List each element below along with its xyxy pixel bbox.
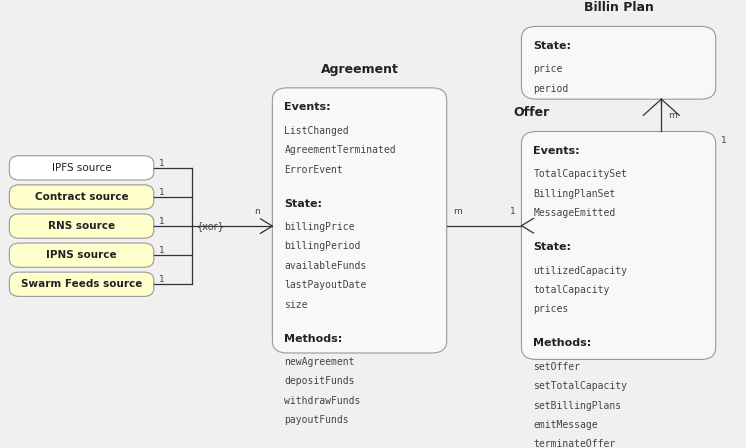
Text: 1: 1 — [721, 136, 727, 145]
Text: payoutFunds: payoutFunds — [284, 415, 349, 425]
FancyBboxPatch shape — [272, 88, 447, 353]
Text: price: price — [533, 65, 562, 74]
Text: utilizedCapacity: utilizedCapacity — [533, 266, 627, 276]
Text: setBillingPlans: setBillingPlans — [533, 401, 621, 411]
Text: setOffer: setOffer — [533, 362, 580, 372]
FancyBboxPatch shape — [10, 272, 154, 297]
Text: size: size — [284, 300, 308, 310]
FancyBboxPatch shape — [521, 26, 715, 99]
Text: State:: State: — [533, 242, 571, 252]
Text: 1: 1 — [510, 207, 515, 216]
Text: Agreement: Agreement — [321, 63, 398, 76]
FancyBboxPatch shape — [521, 132, 715, 359]
FancyBboxPatch shape — [10, 243, 154, 267]
Text: n: n — [254, 207, 260, 216]
Text: Billin Plan: Billin Plan — [583, 1, 653, 14]
Text: newAgreement: newAgreement — [284, 357, 355, 367]
Text: IPFS source: IPFS source — [51, 163, 111, 173]
Text: m: m — [453, 207, 462, 216]
Text: {xor}: {xor} — [197, 221, 225, 231]
Text: Methods:: Methods: — [284, 334, 342, 344]
Text: Swarm Feeds source: Swarm Feeds source — [21, 279, 142, 289]
Text: AgreementTerminated: AgreementTerminated — [284, 145, 396, 155]
Text: 1: 1 — [159, 246, 165, 255]
Text: BillingPlanSet: BillingPlanSet — [533, 189, 615, 199]
FancyBboxPatch shape — [10, 185, 154, 209]
Text: TotalCapacitySet: TotalCapacitySet — [533, 169, 627, 180]
Text: State:: State: — [533, 41, 571, 51]
Text: ErrorEvent: ErrorEvent — [284, 164, 343, 175]
Text: Events:: Events: — [533, 146, 580, 156]
Text: Offer: Offer — [513, 106, 550, 119]
Text: 1: 1 — [159, 276, 165, 284]
Text: Methods:: Methods: — [533, 338, 592, 349]
Text: 1: 1 — [159, 188, 165, 197]
Text: Contract source: Contract source — [35, 192, 128, 202]
Text: 1: 1 — [159, 217, 165, 226]
Text: emitMessage: emitMessage — [533, 420, 598, 430]
Text: State:: State: — [284, 198, 322, 209]
Text: MessageEmitted: MessageEmitted — [533, 208, 615, 218]
Text: RNS source: RNS source — [48, 221, 115, 231]
FancyBboxPatch shape — [10, 156, 154, 180]
Text: Events:: Events: — [284, 103, 331, 112]
Text: terminateOffer: terminateOffer — [533, 439, 615, 448]
Text: period: period — [533, 84, 568, 94]
Text: withdrawFunds: withdrawFunds — [284, 396, 361, 406]
Text: m: m — [668, 111, 677, 120]
Text: ListChanged: ListChanged — [284, 126, 349, 136]
Text: prices: prices — [533, 305, 568, 314]
Text: depositFunds: depositFunds — [284, 376, 355, 387]
Text: 1: 1 — [159, 159, 165, 168]
FancyBboxPatch shape — [10, 214, 154, 238]
Text: IPNS source: IPNS source — [46, 250, 117, 260]
Text: billingPrice: billingPrice — [284, 222, 355, 232]
Text: availableFunds: availableFunds — [284, 261, 366, 271]
Text: setTotalCapacity: setTotalCapacity — [533, 381, 627, 391]
Text: totalCapacity: totalCapacity — [533, 285, 609, 295]
Text: lastPayoutDate: lastPayoutDate — [284, 280, 366, 290]
Text: billingPeriod: billingPeriod — [284, 241, 361, 251]
